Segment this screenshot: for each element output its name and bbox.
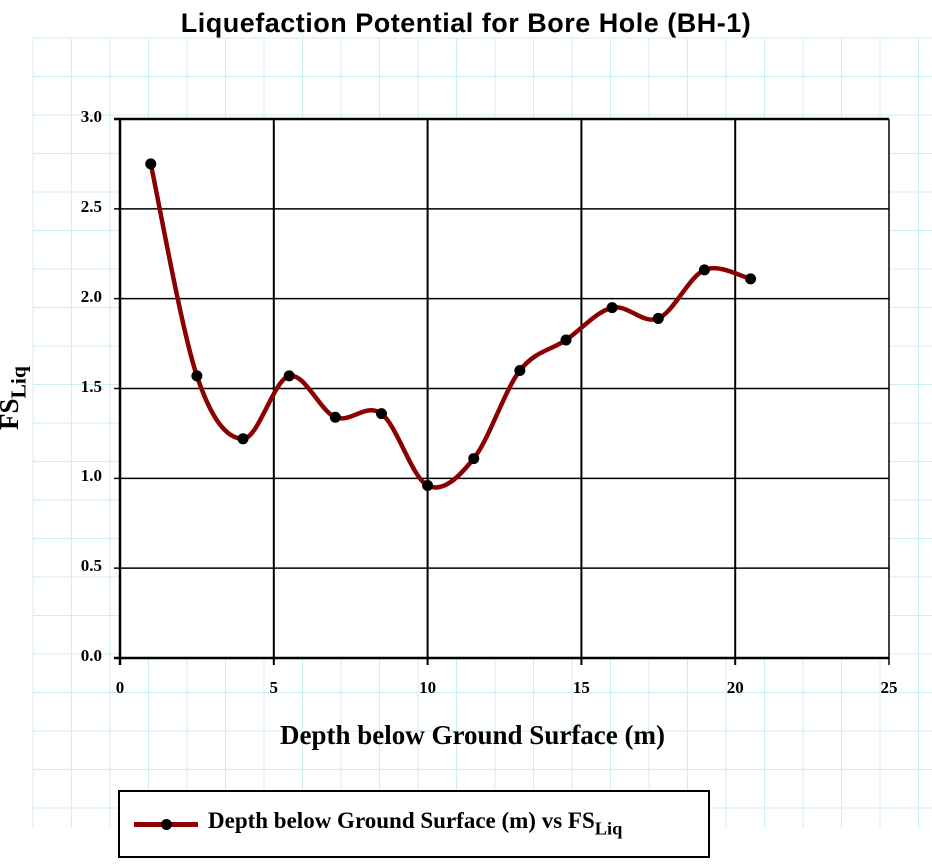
data-point-marker xyxy=(652,312,664,324)
data-point-marker xyxy=(514,365,526,377)
data-point-marker xyxy=(422,480,434,492)
y-tick-label: 1.0 xyxy=(80,466,102,486)
y-tick-label: 0.0 xyxy=(80,646,102,665)
y-tick-label: 1.5 xyxy=(80,376,102,396)
x-tick-label: 20 xyxy=(726,678,744,697)
data-point-marker xyxy=(698,264,710,276)
legend: Depth below Ground Surface (m) vs FSLiq xyxy=(118,790,710,858)
data-point-marker xyxy=(560,334,572,346)
data-point-marker xyxy=(283,370,295,382)
data-point-marker xyxy=(237,433,249,445)
legend-label: Depth below Ground Surface (m) vs FSLiq xyxy=(208,808,623,839)
data-point-marker xyxy=(375,408,387,420)
x-tick-label: 5 xyxy=(269,678,279,697)
data-point-marker xyxy=(606,302,618,314)
data-point-marker xyxy=(468,453,480,465)
x-tick-label: 0 xyxy=(115,678,125,697)
data-point-marker xyxy=(745,273,757,285)
y-tick-label: 2.5 xyxy=(80,196,102,216)
chart-title: Liquefaction Potential for Bore Hole (BH… xyxy=(180,8,752,38)
data-point-marker xyxy=(329,411,341,423)
y-tick-label: 2.0 xyxy=(80,286,102,306)
x-tick-label: 10 xyxy=(419,678,437,697)
x-tick-label: 15 xyxy=(572,678,590,697)
y-axis-label: FSLiq xyxy=(0,366,31,430)
x-axis-label: Depth below Ground Surface (m) xyxy=(280,720,666,750)
y-tick-label: 3.0 xyxy=(80,107,102,126)
data-point-marker xyxy=(191,370,203,382)
data-point-marker xyxy=(145,158,157,170)
y-tick-label: 0.5 xyxy=(80,556,102,576)
x-tick-label: 25 xyxy=(880,678,898,697)
legend-line-marker-icon xyxy=(134,814,198,834)
